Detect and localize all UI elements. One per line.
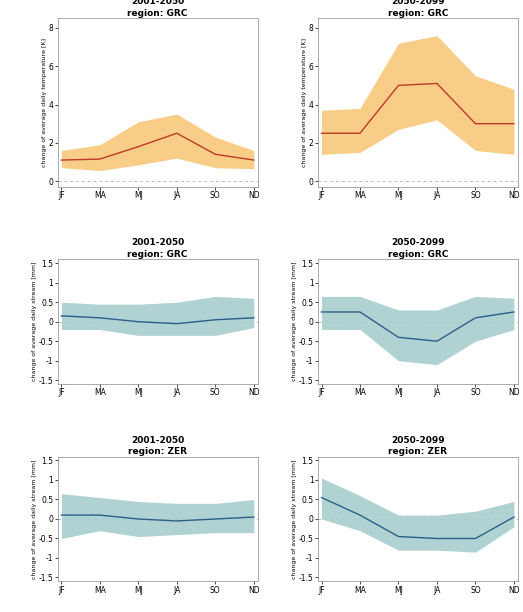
Title: 2050-2099
region: GRC: 2050-2099 region: GRC (388, 0, 448, 18)
Y-axis label: change of average daily stream [mm]: change of average daily stream [mm] (292, 262, 297, 381)
Title: 2050-2099
region: GRC: 2050-2099 region: GRC (388, 239, 448, 258)
Y-axis label: change of average daily stream [mm]: change of average daily stream [mm] (32, 459, 37, 579)
Title: 2050-2099
region: ZER: 2050-2099 region: ZER (388, 436, 447, 456)
Y-axis label: change of average daily temperature [K]: change of average daily temperature [K] (42, 38, 47, 167)
Y-axis label: change of average daily stream [mm]: change of average daily stream [mm] (32, 262, 37, 381)
Title: 2001-2050
region: GRC: 2001-2050 region: GRC (128, 0, 188, 18)
Title: 2001-2050
region: ZER: 2001-2050 region: ZER (128, 436, 187, 456)
Title: 2001-2050
region: GRC: 2001-2050 region: GRC (128, 239, 188, 258)
Y-axis label: change of average daily stream [mm]: change of average daily stream [mm] (292, 459, 297, 579)
Y-axis label: change of average daily temperature [K]: change of average daily temperature [K] (302, 38, 307, 167)
